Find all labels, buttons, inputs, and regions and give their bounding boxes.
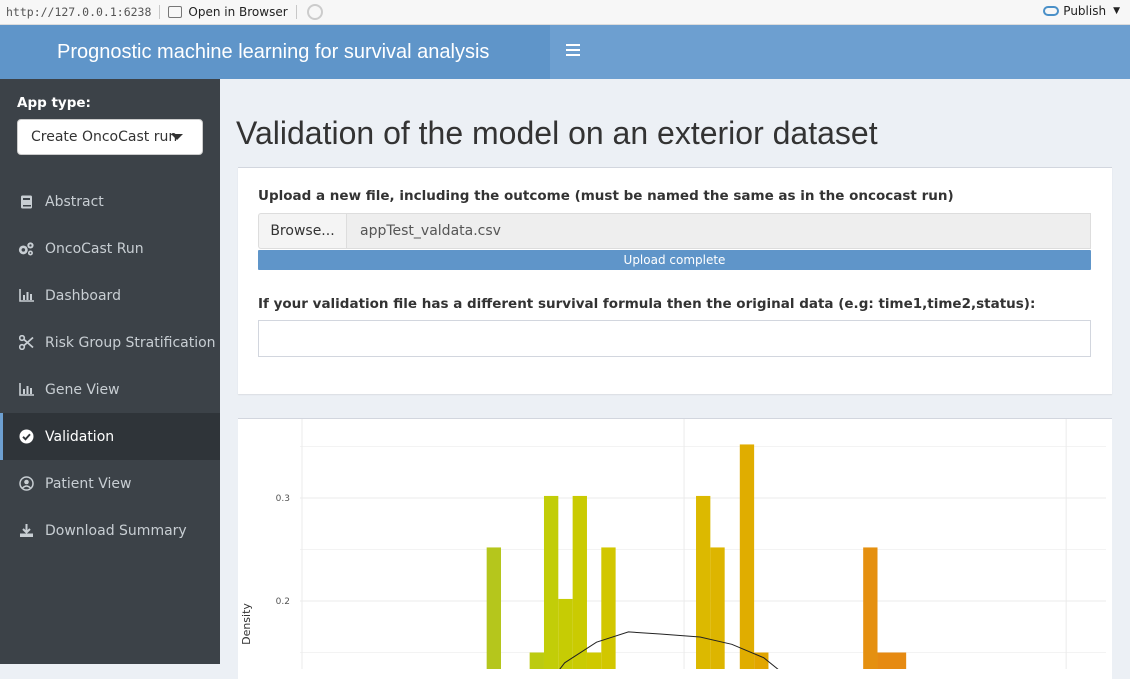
y-tick-label: 0.3 <box>276 494 290 504</box>
bar-chart-icon <box>18 382 34 398</box>
sidebar-menu: Abstract OncoCast Run Dashboard Risk Gro… <box>0 178 220 554</box>
app-header: Prognostic machine learning for survival… <box>0 25 1130 79</box>
formula-label: If your validation file has a different … <box>258 296 1036 312</box>
sidebar-item-label: Abstract <box>45 193 104 210</box>
sidebar-item-download-summary[interactable]: Download Summary <box>0 507 220 554</box>
sidebar-item-dashboard[interactable]: Dashboard <box>0 272 220 319</box>
toolbar-divider <box>295 5 297 19</box>
histogram-bar <box>529 652 544 669</box>
histogram-bar <box>863 547 878 669</box>
sidebar-item-gene-view[interactable]: Gene View <box>0 366 220 413</box>
user-circle-icon <box>18 476 34 492</box>
scissors-icon <box>18 335 34 351</box>
sidebar-item-oncocast-run[interactable]: OncoCast Run <box>0 225 220 272</box>
file-input: Browse... appTest_valdata.csv <box>258 213 1091 249</box>
histogram-bar <box>586 652 602 669</box>
upload-progress-bar: Upload complete <box>258 250 1091 270</box>
app-type-label: App type: <box>17 95 91 111</box>
open-in-browser-label: Open in Browser <box>188 5 288 19</box>
validation-plot: 0.2 0.3 Density <box>238 418 1112 679</box>
sidebar-item-label: Dashboard <box>45 287 121 304</box>
sidebar: App type: Create OncoCast run Abstract O… <box>0 79 220 664</box>
density-histogram-chart: 0.2 0.3 Density <box>240 419 1106 669</box>
publish-button[interactable]: Publish ▼ <box>1043 4 1120 18</box>
page-title: Validation of the model on an exterior d… <box>236 115 878 151</box>
histogram-bar <box>877 652 907 669</box>
density-curve <box>559 631 779 669</box>
chevron-down-icon <box>171 134 183 140</box>
open-in-browser-button[interactable]: Open in Browser <box>168 5 288 19</box>
histogram-bar <box>543 495 559 669</box>
formula-input[interactable] <box>258 320 1091 357</box>
sidebar-item-abstract[interactable]: Abstract <box>0 178 220 225</box>
sidebar-item-label: Gene View <box>45 381 120 398</box>
app-title: Prognostic machine learning for survival… <box>0 25 550 79</box>
histogram-bar <box>739 444 755 669</box>
histogram-bar <box>710 547 725 669</box>
histogram-bar <box>558 598 573 669</box>
sidebar-item-patient-view[interactable]: Patient View <box>0 460 220 507</box>
sidebar-item-label: Download Summary <box>45 522 187 539</box>
toolbar-divider <box>159 5 161 19</box>
file-name-field[interactable]: appTest_valdata.csv <box>346 213 1091 249</box>
sidebar-toggle-icon[interactable] <box>566 44 580 58</box>
sidebar-item-label: Patient View <box>45 475 132 492</box>
app-type-value: Create OncoCast run <box>31 129 178 145</box>
book-icon <box>18 194 34 210</box>
app-type-select[interactable]: Create OncoCast run <box>17 119 203 155</box>
main-content: Validation of the model on an exterior d… <box>220 79 1130 679</box>
viewer-url[interactable]: http://127.0.0.1:6238 <box>6 5 152 19</box>
upload-panel: Upload a new file, including the outcome… <box>238 167 1112 394</box>
bar-chart-icon <box>18 288 34 304</box>
sidebar-item-label: OncoCast Run <box>45 240 144 257</box>
download-icon <box>18 523 34 539</box>
y-axis-label: Density <box>240 603 253 645</box>
publish-label: Publish <box>1063 4 1107 18</box>
upload-label: Upload a new file, including the outcome… <box>258 188 954 204</box>
sidebar-item-label: Risk Group Stratification <box>45 334 216 351</box>
refresh-icon[interactable] <box>306 4 323 20</box>
sidebar-item-validation[interactable]: Validation <box>0 413 220 460</box>
publish-icon <box>1043 6 1060 16</box>
histogram-bar <box>601 547 616 669</box>
sidebar-item-label: Validation <box>45 428 115 445</box>
chevron-down-icon: ▼ <box>1113 6 1120 16</box>
histogram-bar <box>572 495 587 669</box>
browser-window-icon <box>168 6 183 18</box>
browse-button[interactable]: Browse... <box>258 213 346 249</box>
histogram-bar <box>696 495 711 669</box>
histogram-bar <box>486 547 501 669</box>
cogs-icon <box>18 241 34 257</box>
viewer-toolbar: http://127.0.0.1:6238 Open in Browser Pu… <box>0 0 1130 25</box>
y-tick-label: 0.2 <box>276 597 290 607</box>
sidebar-item-risk-group-stratification[interactable]: Risk Group Stratification <box>0 319 220 366</box>
check-circle-icon <box>18 429 34 445</box>
